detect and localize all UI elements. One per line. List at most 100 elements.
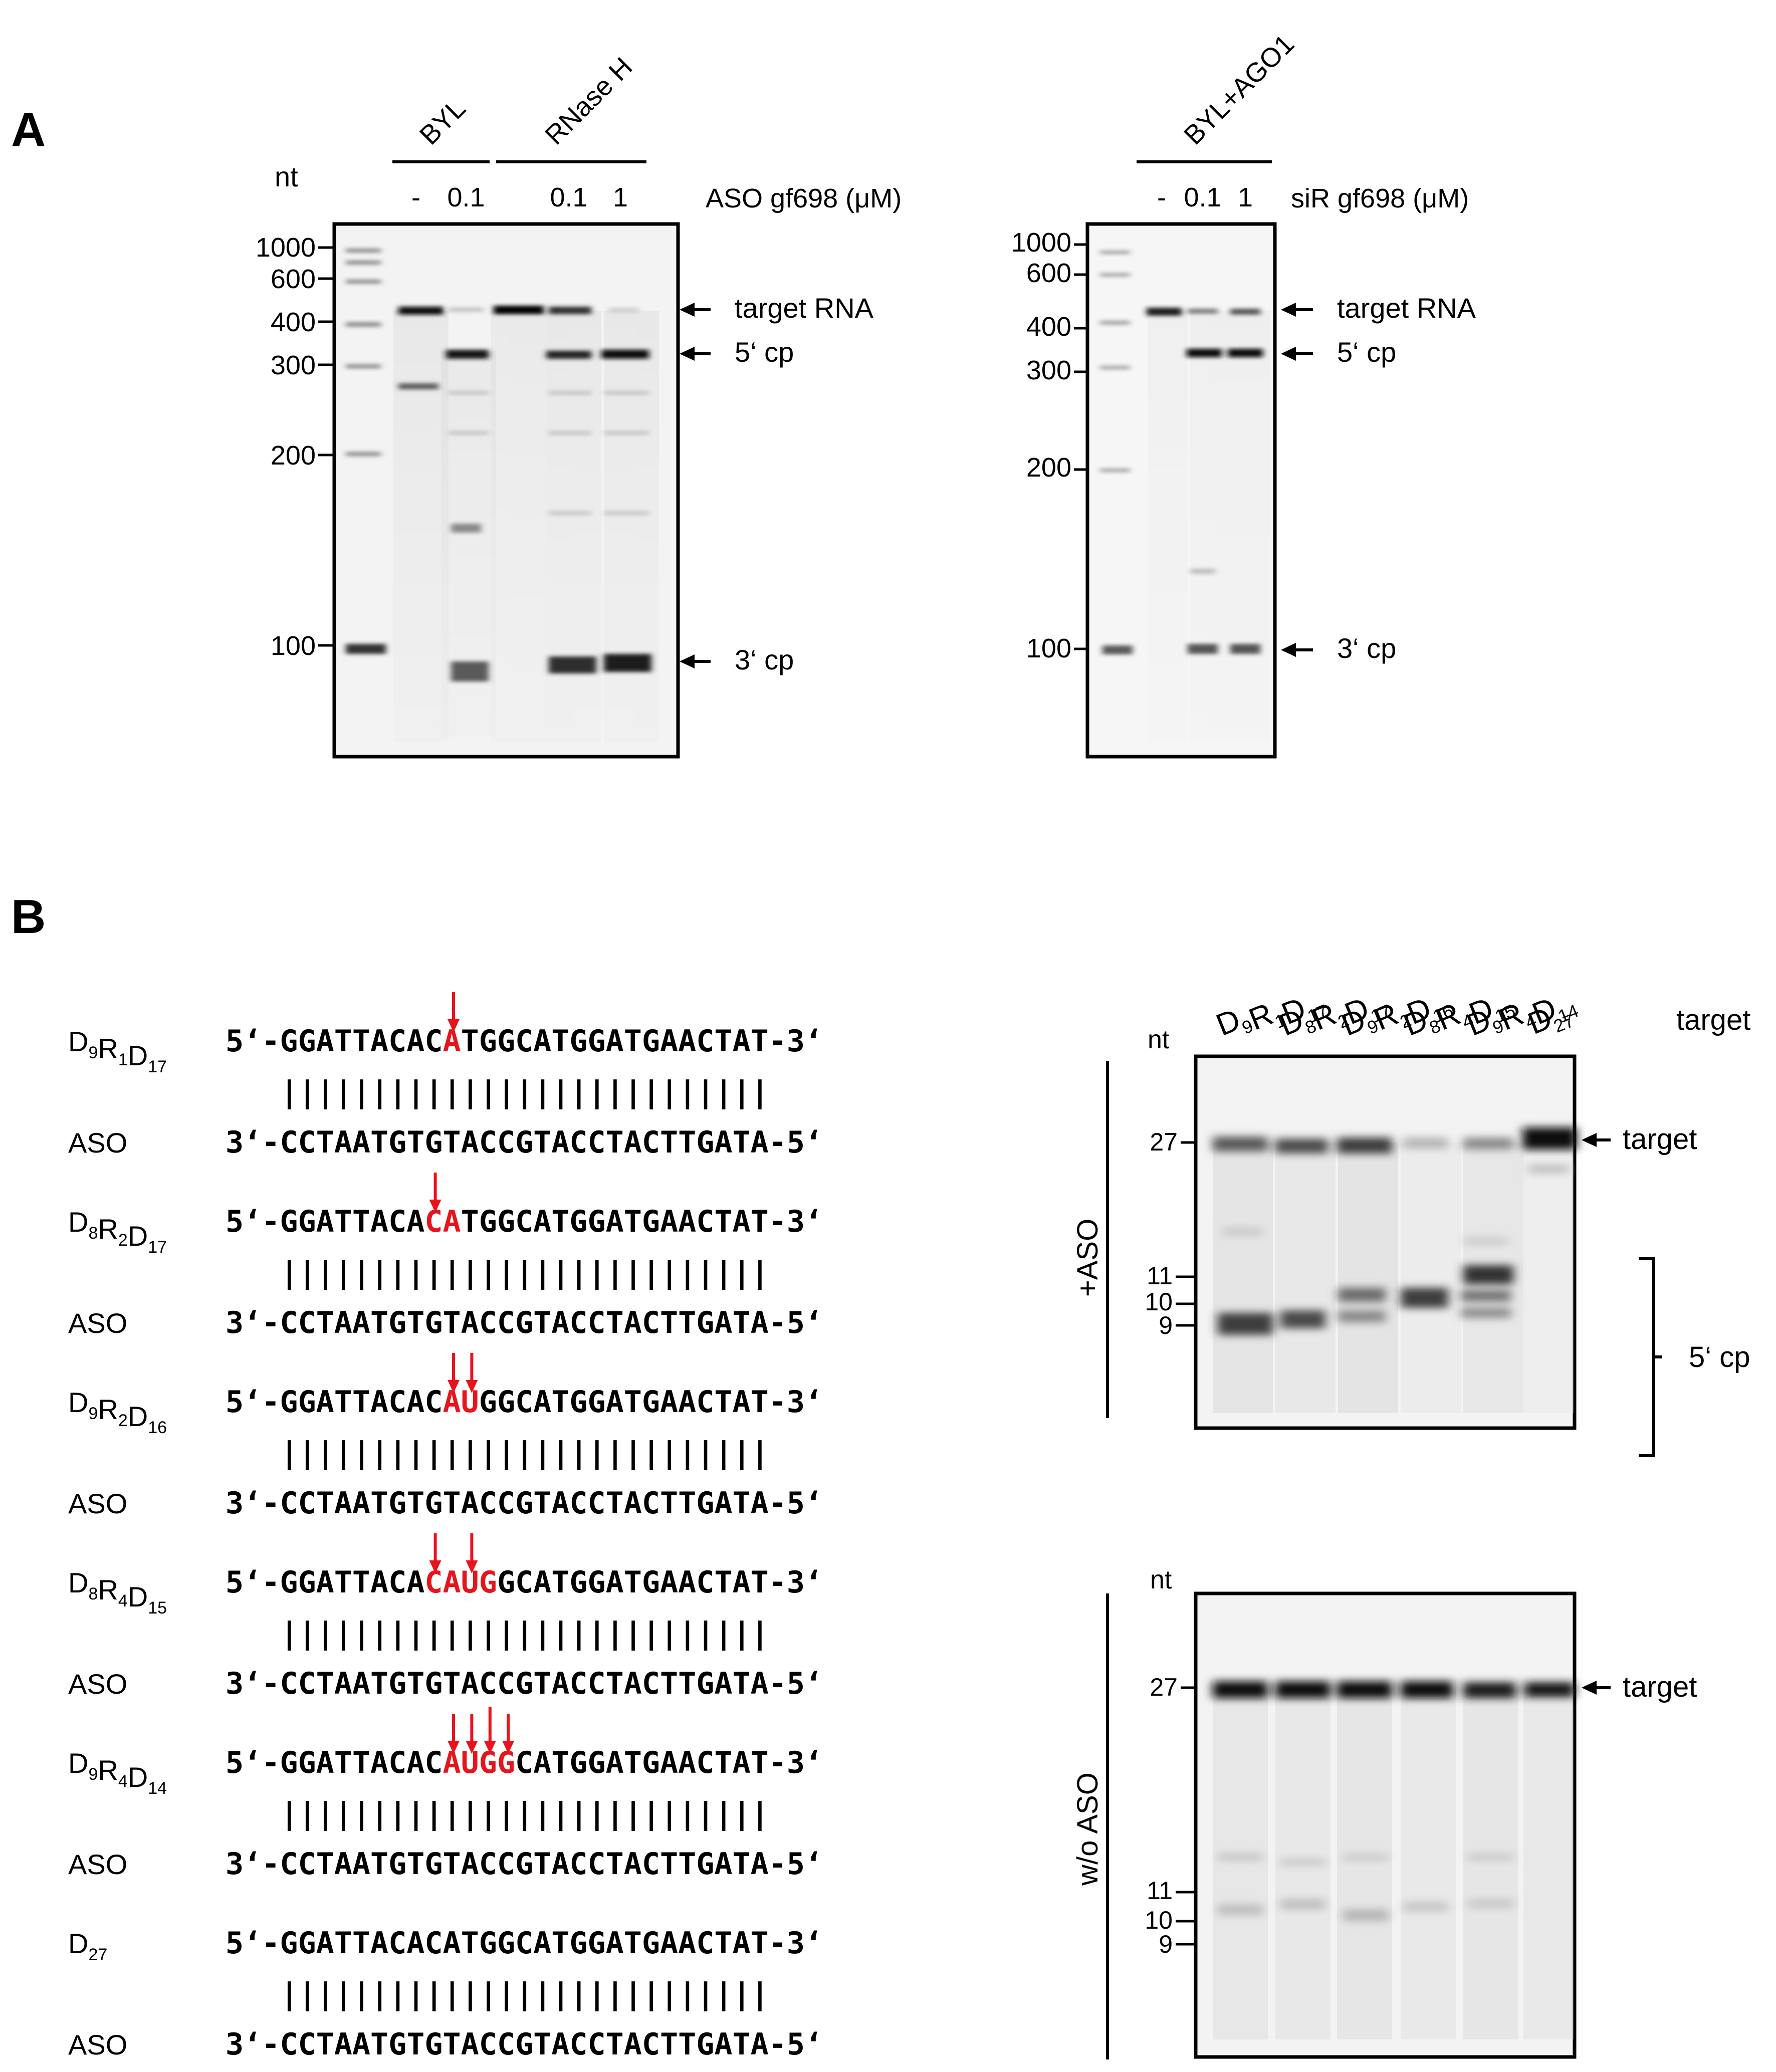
pairing-ticks: ||||||||||||||||||||||||||| xyxy=(280,1075,769,1110)
band-label: 5‘ cp xyxy=(1337,336,1396,368)
target-sequence: 5‘-GGATTACACATGGCATGGATGAACTAT-3‘ xyxy=(226,1204,823,1239)
sequence-alignments: D9R1D17 5‘-GGATTACACATGGCATGGATGAACTAT-3‘… xyxy=(68,992,823,2062)
marker-label: 100 xyxy=(271,631,316,661)
lane-label: 1 xyxy=(613,182,628,212)
cleavage-arrow-head xyxy=(448,1019,460,1032)
group-label-rnaseh: RNase H xyxy=(539,52,638,150)
lane-label: 0.1 xyxy=(550,182,587,212)
pairing-ticks: ||||||||||||||||||||||||||| xyxy=(280,1616,769,1651)
gel-a1-markers: 1000 600 400 300 200 100 xyxy=(256,233,316,661)
nt-label: nt xyxy=(1150,1565,1172,1594)
construct-label: D9R4D14 xyxy=(68,1747,167,1798)
band-label: 3‘ cp xyxy=(735,644,794,675)
marker-label: 27 xyxy=(1150,1128,1178,1156)
cleavage-arrow-head xyxy=(466,1560,478,1573)
aso-label: ASO xyxy=(68,1488,127,1519)
aso-sequence: 3‘-CCTAATGTGTACCGTACCTACTTGATA-5‘ xyxy=(226,1847,823,1882)
group-label-bylago1: BYL+AGO1 xyxy=(1178,29,1300,150)
band-label: 3‘ cp xyxy=(1337,632,1396,664)
band-label: target RNA xyxy=(1337,292,1476,324)
cleavage-arrow-head xyxy=(484,1741,496,1754)
panel-a-letter: A xyxy=(11,103,46,157)
marker-label: 300 xyxy=(271,350,316,380)
side-label-without-aso: w/o ASO xyxy=(1071,1772,1104,1886)
aso-label: ASO xyxy=(68,1849,127,1880)
condition-label: ASO gf698 (μM) xyxy=(706,183,902,213)
aso-sequence: 3‘-CCTAATGTGTACCGTACCTACTTGATA-5‘ xyxy=(226,1666,823,1701)
aso-sequence: 3‘-CCTAATGTGTACCGTACCTACTTGATA-5‘ xyxy=(226,2027,823,2062)
marker-label: 100 xyxy=(1026,633,1071,663)
column-header: D8R2D17 xyxy=(1274,971,1394,1060)
cleavage-arrow-head xyxy=(448,1741,460,1754)
aso-label: ASO xyxy=(68,1307,127,1339)
marker-label: 600 xyxy=(271,264,316,294)
cleavage-arrow-head xyxy=(448,1380,460,1393)
cleavage-arrow-head xyxy=(502,1741,515,1754)
side-label-plus-aso: +ASO xyxy=(1071,1219,1104,1297)
lane-label: 1 xyxy=(1238,182,1253,212)
aso-label: ASO xyxy=(68,1127,127,1159)
gel-a2-band-arrows: target RNA 5‘ cp 3‘ cp xyxy=(1281,292,1476,664)
marker-label: 10 xyxy=(1145,1288,1173,1316)
target-sequence: 5‘-GGATTACACATGGCATGGATGAACTAT-3‘ xyxy=(226,1024,823,1059)
lane-label: - xyxy=(411,182,420,212)
band-label: target RNA xyxy=(735,292,874,324)
aso-sequence: 3‘-CCTAATGTGTACCGTACCTACTTGATA-5‘ xyxy=(226,1125,823,1160)
gel-a1-band-arrows: target RNA 5‘ cp 3‘ cp xyxy=(680,292,874,675)
gel-a2-lanes: - 0.1 1 xyxy=(1157,182,1253,212)
alignment-pair: D9R1D17 5‘-GGATTACACATGGCATGGATGAACTAT-3‘… xyxy=(68,992,823,1160)
marker-label: 10 xyxy=(1145,1906,1173,1934)
aso-sequence: 3‘-CCTAATGTGTACCGTACCTACTTGATA-5‘ xyxy=(226,1305,823,1340)
lane-label: - xyxy=(1157,182,1166,212)
lane-label: 0.1 xyxy=(447,182,485,212)
marker-label: 9 xyxy=(1159,1930,1173,1958)
marker-label: 11 xyxy=(1147,1877,1173,1905)
target-sequence: 5‘-GGATTACACATGGCATGGATGAACTAT-3‘ xyxy=(226,1926,823,1961)
nt-label: nt xyxy=(275,161,298,192)
marker-label: 400 xyxy=(271,307,316,337)
gel-b-bottom-frame xyxy=(1194,1591,1577,2059)
cleavage-arrow-head xyxy=(466,1380,478,1393)
group-label-byl: BYL xyxy=(414,93,472,151)
cleavage-arrow-head xyxy=(429,1560,441,1573)
construct-label: D9R1D17 xyxy=(68,1026,167,1076)
gel-b-top-frame xyxy=(1194,1054,1577,1430)
band-label: target xyxy=(1623,1671,1697,1703)
target-sequence: 5‘-GGATTACACAUGGCATGGATGAACTAT-3‘ xyxy=(226,1745,823,1780)
construct-label: D9R2D16 xyxy=(68,1387,167,1437)
marker-label: 1000 xyxy=(256,233,316,263)
cleavage-arrow-head xyxy=(429,1200,441,1213)
gel-a2-markers: 1000 600 400 300 200 100 xyxy=(1011,227,1071,663)
marker-label: 600 xyxy=(1026,258,1071,288)
marker-label: 300 xyxy=(1026,355,1071,385)
panel-b-letter: B xyxy=(11,890,46,944)
alignment-pair: D8R2D17 5‘-GGATTACACATGGCATGGATGAACTAT-3‘… xyxy=(68,1173,823,1340)
column-header-target: target xyxy=(1676,1004,1750,1036)
target-sequence: 5‘-GGATTACACAUGGCATGGATGAACTAT-3‘ xyxy=(226,1565,823,1600)
marker-label: 400 xyxy=(1026,312,1071,342)
gel-a1: 1000 600 400 300 200 100 nt BYL RNase H … xyxy=(256,52,902,759)
alignment-pair: D9R4D14 5‘-GGATTACACAUGGCATGGATGAACTAT-3‘… xyxy=(68,1707,823,1882)
marker-label: 1000 xyxy=(1011,227,1071,258)
marker-label: 27 xyxy=(1150,1673,1178,1701)
nt-label: nt xyxy=(1148,1025,1170,1054)
marker-label: 11 xyxy=(1147,1262,1173,1290)
construct-label: D27 xyxy=(68,1928,107,1964)
alignment-pair: D8R4D15 5‘-GGATTACACAUGGCATGGATGAACTAT-3‘… xyxy=(68,1533,823,1701)
condition-label: siR gf698 (μM) xyxy=(1291,183,1469,213)
gel-b-top-markers: 27 11 10 9 xyxy=(1145,1128,1178,1339)
pairing-ticks: ||||||||||||||||||||||||||| xyxy=(280,1255,769,1290)
gel-b-bottom-markers: 27 11 10 9 xyxy=(1145,1673,1178,1958)
gel-a2: 1000 600 400 300 200 100 BYL+AGO1 - 0.1 … xyxy=(1011,29,1476,759)
pairing-ticks: ||||||||||||||||||||||||||| xyxy=(280,1977,769,2012)
gel-a1-lanes: - 0.1 0.1 1 xyxy=(411,182,628,212)
column-header: D9R1D17 xyxy=(1211,971,1330,1060)
band-label: 5‘ cp xyxy=(735,336,794,368)
pairing-ticks: ||||||||||||||||||||||||||| xyxy=(280,1436,769,1471)
aso-label: ASO xyxy=(68,2029,127,2060)
band-label: 5‘ cp xyxy=(1689,1341,1750,1373)
band-label: target xyxy=(1623,1123,1697,1156)
